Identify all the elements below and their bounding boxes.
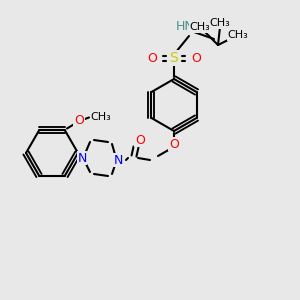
Text: HN: HN <box>176 20 194 34</box>
Text: N: N <box>77 152 87 164</box>
Text: O: O <box>74 114 84 127</box>
Text: S: S <box>169 51 178 65</box>
Text: CH₃: CH₃ <box>91 112 111 122</box>
Text: O: O <box>169 137 179 151</box>
Text: CH₃: CH₃ <box>190 22 210 32</box>
Text: O: O <box>135 134 145 146</box>
Text: O: O <box>147 52 157 64</box>
Text: O: O <box>191 52 201 64</box>
Text: CH₃: CH₃ <box>228 30 248 40</box>
Text: N: N <box>113 154 123 166</box>
Text: CH₃: CH₃ <box>210 18 230 28</box>
